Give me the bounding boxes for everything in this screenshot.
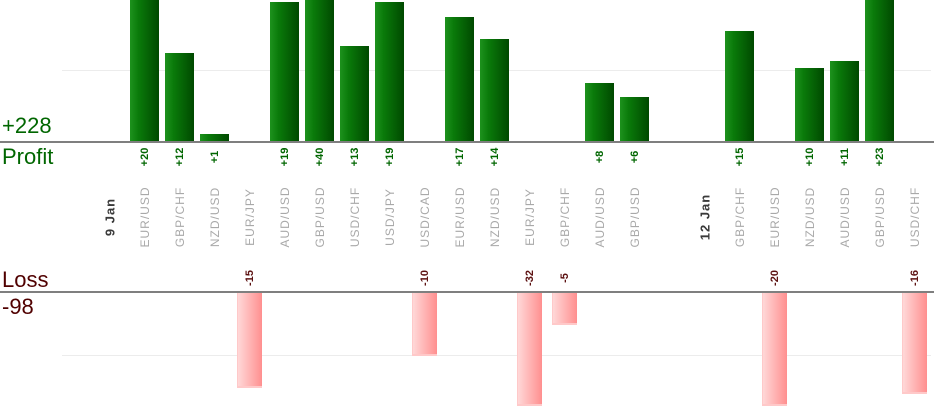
profit-value-label: +20 [138, 147, 151, 167]
pair-label: EUR/USD [137, 186, 152, 248]
pair-label: EUR/USD [767, 186, 782, 248]
profit-axis-line [0, 141, 934, 143]
profit-value-label: +11 [838, 147, 851, 167]
pair-label: USD/CAD [417, 186, 432, 248]
profit-bar [305, 0, 334, 141]
loss-value-label: -20 [768, 270, 781, 286]
loss-total: -98 [2, 294, 34, 319]
pair-label: GBP/CHF [557, 186, 572, 248]
pair-label: NZD/USD [487, 186, 502, 248]
loss-bar [552, 293, 577, 325]
loss-bar [412, 293, 437, 356]
profit-bar [480, 39, 509, 141]
loss-value-label: -5 [558, 273, 571, 283]
pair-label: AUD/USD [837, 186, 852, 248]
pair-label: GBP/CHF [732, 186, 747, 248]
pair-label: EUR/USD [452, 186, 467, 248]
pair-label: USD/CHF [907, 186, 922, 248]
loss-value-label: -32 [523, 270, 536, 286]
date-label: 9 Jan [102, 197, 117, 237]
profit-value-label: +13 [348, 147, 361, 167]
profit-bar [865, 0, 894, 141]
loss-value-label: -15 [243, 270, 256, 286]
loss-value-label: -16 [908, 270, 921, 286]
pair-label: USD/JPY [382, 188, 397, 246]
profit-value-label: +10 [803, 147, 816, 167]
pair-label: EUR/JPY [242, 188, 257, 246]
profit-bar [830, 61, 859, 141]
pair-label: GBP/USD [627, 186, 642, 248]
profit-value-label: +40 [313, 147, 326, 167]
pair-label: AUD/USD [277, 186, 292, 248]
loss-bar [762, 293, 787, 406]
profit-value-label: +6 [628, 150, 641, 164]
profit-value-label: +19 [383, 147, 396, 167]
profit-bar [725, 31, 754, 141]
profit-bar [270, 2, 299, 141]
loss-bar [237, 293, 262, 388]
pair-label: NZD/USD [802, 186, 817, 248]
pair-label: NZD/USD [207, 186, 222, 248]
pair-label: GBP/USD [312, 186, 327, 248]
profit-total: +228 [2, 113, 52, 138]
profit-axis-title: Profit [2, 144, 54, 169]
profit-bar [620, 97, 649, 141]
loss-gridline [62, 355, 931, 356]
loss-axis-line [0, 291, 934, 293]
profit-value-label: +15 [733, 147, 746, 167]
pair-label: GBP/CHF [172, 186, 187, 248]
date-label: 12 Jan [697, 193, 712, 241]
profit-bar [795, 68, 824, 141]
profit-bar [165, 53, 194, 141]
profit-bar [375, 2, 404, 141]
loss-axis-title: Loss [2, 267, 49, 292]
profit-value-label: +17 [453, 147, 466, 167]
pair-label: EUR/JPY [522, 188, 537, 246]
profit-bar [585, 83, 614, 141]
profit-bar [340, 46, 369, 141]
pair-label: GBP/USD [872, 186, 887, 248]
profit-value-label: +19 [278, 147, 291, 167]
profit-bar [445, 17, 474, 141]
loss-bar [517, 293, 542, 406]
profit-value-label: +8 [593, 150, 606, 164]
profit-bar [200, 134, 229, 141]
profit-bar [130, 0, 159, 141]
pair-label: AUD/USD [592, 186, 607, 248]
profit-value-label: +12 [173, 147, 186, 167]
profit-value-label: +14 [488, 147, 501, 167]
profit-value-label: +23 [873, 147, 886, 167]
loss-value-label: -10 [418, 270, 431, 286]
pair-label: USD/CHF [347, 186, 362, 248]
loss-bar [902, 293, 927, 394]
profit-value-label: +1 [208, 150, 221, 164]
